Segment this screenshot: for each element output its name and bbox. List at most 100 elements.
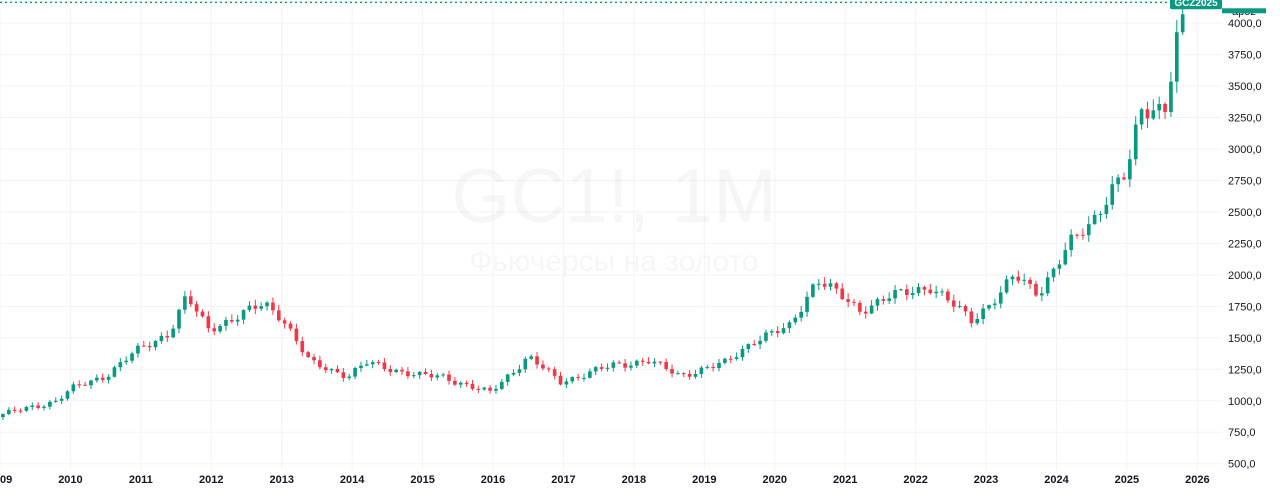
candle	[482, 386, 487, 391]
price-axis[interactable]: арoz 500,0750,01000,01250,01500,01750,02…	[1228, 6, 1262, 471]
candle	[858, 300, 862, 316]
candle	[1145, 101, 1150, 129]
candle	[664, 358, 668, 372]
candle-body	[505, 374, 510, 382]
candle-body	[476, 388, 481, 390]
candle	[282, 317, 287, 329]
candle	[541, 360, 545, 371]
candle	[828, 278, 833, 291]
candle	[271, 297, 275, 315]
candle-body	[265, 302, 269, 307]
candle	[640, 357, 645, 366]
candle	[488, 384, 492, 394]
candle-body	[1063, 250, 1068, 265]
candle-body	[1057, 264, 1062, 269]
candle	[681, 371, 686, 378]
candle-body	[423, 371, 428, 374]
candle-body	[899, 289, 903, 291]
candle-body	[916, 287, 921, 294]
candle-body	[1174, 32, 1179, 82]
candle-body	[576, 376, 580, 378]
candle-body	[1163, 103, 1167, 113]
candle-body	[822, 283, 827, 287]
time-axis[interactable]: 2009 2010 2011 2012 2013 2014 2015 2016 2017 2018…	[0, 474, 1210, 486]
y-tick-label: 2750,0	[1228, 175, 1262, 187]
candle-body	[130, 353, 134, 361]
last-price-axis-marker	[1222, 8, 1266, 14]
candle-body	[552, 369, 557, 376]
candle	[904, 284, 909, 301]
candle	[194, 301, 199, 317]
candle-body	[975, 319, 980, 324]
y-tick-label: 500,0	[1228, 459, 1256, 471]
candle-body	[646, 361, 651, 364]
candle	[241, 309, 246, 324]
candle	[1081, 228, 1085, 240]
y-tick-label: 3000,0	[1228, 144, 1262, 156]
candle-body	[758, 340, 762, 345]
candle	[1, 413, 5, 421]
candle-body	[77, 384, 82, 386]
candle-body	[969, 311, 974, 324]
candle	[400, 366, 404, 376]
candle	[112, 365, 117, 378]
candle-body	[799, 311, 803, 318]
candle	[740, 345, 745, 361]
candle-body	[1004, 279, 1009, 293]
candle	[881, 295, 886, 305]
candle	[1110, 175, 1115, 210]
candle-body	[165, 335, 170, 338]
candle-body	[300, 341, 305, 353]
x-tick-label: 2018	[622, 474, 646, 486]
candle	[993, 298, 997, 310]
candle-body	[141, 345, 146, 347]
candle	[212, 323, 217, 336]
candle-body	[106, 376, 111, 380]
candle	[106, 374, 111, 384]
candle-body	[1051, 268, 1056, 278]
candle	[265, 301, 269, 311]
candle-body	[546, 368, 551, 370]
candle	[887, 292, 892, 304]
candle-body	[318, 360, 322, 368]
candle	[693, 369, 698, 379]
candle-body	[593, 367, 598, 372]
y-tick-label: 2250,0	[1228, 238, 1262, 250]
candle	[1139, 107, 1144, 130]
candle-body	[247, 305, 252, 311]
candle	[529, 354, 533, 361]
candle	[253, 299, 258, 315]
candle-body	[564, 381, 569, 385]
candle	[676, 370, 680, 375]
candle	[523, 356, 528, 373]
candle-body	[711, 367, 715, 369]
candle-body	[664, 361, 668, 369]
candle-body	[382, 362, 387, 370]
candle-body	[312, 357, 316, 361]
candle	[406, 367, 410, 379]
candle	[30, 402, 35, 411]
candle-body	[811, 284, 815, 297]
candle-body	[24, 406, 29, 411]
x-tick-label: 2025	[1115, 474, 1139, 486]
candle-body	[858, 302, 862, 312]
candle-body	[417, 371, 422, 376]
candle	[1004, 275, 1009, 295]
candle-body	[910, 293, 915, 296]
candle	[576, 373, 580, 381]
candle	[1174, 19, 1179, 93]
x-tick-label: 2010	[58, 474, 82, 486]
candle	[1016, 270, 1021, 284]
candle-body	[259, 306, 264, 309]
candle-body	[276, 310, 281, 321]
y-tick-label: 3500,0	[1228, 81, 1262, 93]
candle	[646, 357, 651, 365]
candle-body	[241, 310, 246, 320]
candle-body	[188, 296, 193, 305]
candle-body	[271, 302, 275, 311]
candle-body	[1075, 234, 1079, 236]
candle-body	[787, 322, 792, 329]
candle	[470, 380, 475, 391]
candle	[147, 341, 152, 352]
